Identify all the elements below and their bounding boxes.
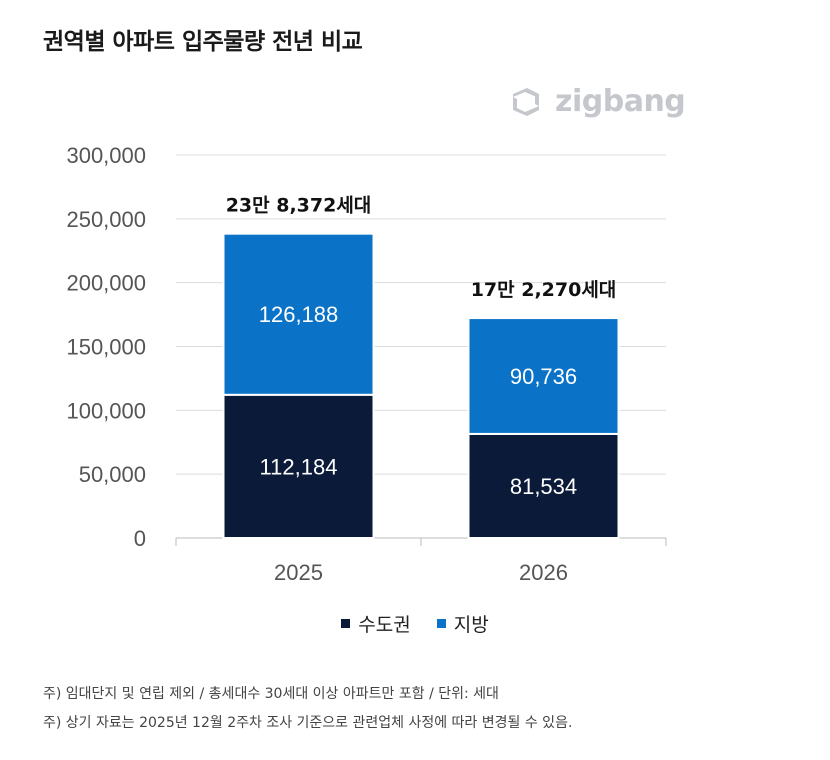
y-tick-label: 100,000 [66, 398, 146, 423]
legend-swatch [436, 619, 446, 628]
bar-value-label: 126,188 [259, 302, 339, 327]
brand-logo: zigbang [505, 84, 686, 119]
brand-name: zigbang [555, 84, 686, 119]
bar-value-label: 112,184 [260, 454, 338, 479]
bar-segment [467, 432, 620, 540]
bar-value-label: 90,736 [510, 364, 577, 389]
stacked-bar-chart: 0 50,000 100,000 150,000 200,000 250,000 300,0… [66, 143, 667, 585]
bar-total-label: 23만 8,372세대 [226, 195, 372, 217]
chart-title: 권역별 아파트 입주물량 전년 비교 [43, 29, 363, 55]
bar-segment [467, 317, 620, 435]
legend-swatch [341, 619, 351, 628]
footnote: 주) 임대단지 및 연립 제외 / 총세대수 30세대 이상 아파트만 포함 /… [43, 686, 499, 702]
legend-label: 수도권 [358, 614, 411, 636]
y-tick-label: 0 [134, 526, 146, 551]
footnotes: 주) 임대단지 및 연립 제외 / 총세대수 30세대 이상 아파트만 포함 /… [43, 680, 572, 738]
y-tick-label: 200,000 [66, 271, 146, 296]
bar-segment [222, 232, 375, 396]
x-tick-label: 2026 [519, 560, 568, 585]
legend-label: 지방 [453, 614, 489, 636]
bar-value-label: 81,534 [510, 474, 577, 499]
y-tick-label: 250,000 [66, 207, 146, 232]
y-tick-label: 50,000 [79, 462, 146, 487]
y-tick-label: 150,000 [66, 335, 146, 360]
legend: 수도권 지방 [0, 610, 830, 637]
y-tick-label: 300,000 [66, 143, 146, 168]
bar-segment [222, 393, 375, 539]
footnote: 주) 상기 자료는 2025년 12월 2주차 조사 기준으로 관련업체 사정에… [43, 715, 573, 731]
legend-item: 지방 [436, 610, 489, 637]
x-tick-label: 2025 [274, 560, 323, 585]
zigbang-logo-icon [513, 87, 539, 116]
bar-total-label: 17만 2,270세대 [471, 279, 617, 301]
legend-item: 수도권 [341, 610, 411, 637]
